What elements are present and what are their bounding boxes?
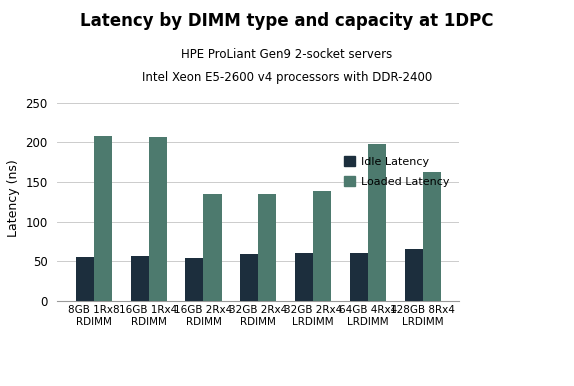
Text: HPE ProLiant Gen9 2-socket servers: HPE ProLiant Gen9 2-socket servers <box>181 48 393 61</box>
Title: Latency by DIMM type and capacity at 1DPC
HPE ProLiant Gen9 2-socket servers
Int: Latency by DIMM type and capacity at 1DP… <box>0 385 1 386</box>
Text: Intel Xeon E5-2600 v4 processors with DDR-2400: Intel Xeon E5-2600 v4 processors with DD… <box>142 71 432 85</box>
Bar <box>76 257 94 301</box>
Bar <box>258 194 277 301</box>
Bar <box>240 254 258 301</box>
Y-axis label: Latency (ns): Latency (ns) <box>7 159 20 237</box>
Bar <box>185 258 203 301</box>
Text: Latency by DIMM type and capacity at 1DPC: Latency by DIMM type and capacity at 1DP… <box>80 12 494 30</box>
Bar <box>313 191 331 301</box>
Bar <box>405 249 423 301</box>
Bar <box>130 256 149 301</box>
Bar <box>149 137 166 301</box>
Bar <box>295 254 313 301</box>
Bar <box>423 173 441 301</box>
Legend: Idle Latency, Loaded Latency: Idle Latency, Loaded Latency <box>340 152 453 191</box>
Bar <box>368 144 386 301</box>
Bar <box>203 194 222 301</box>
Bar <box>350 252 368 301</box>
Bar <box>94 136 112 301</box>
